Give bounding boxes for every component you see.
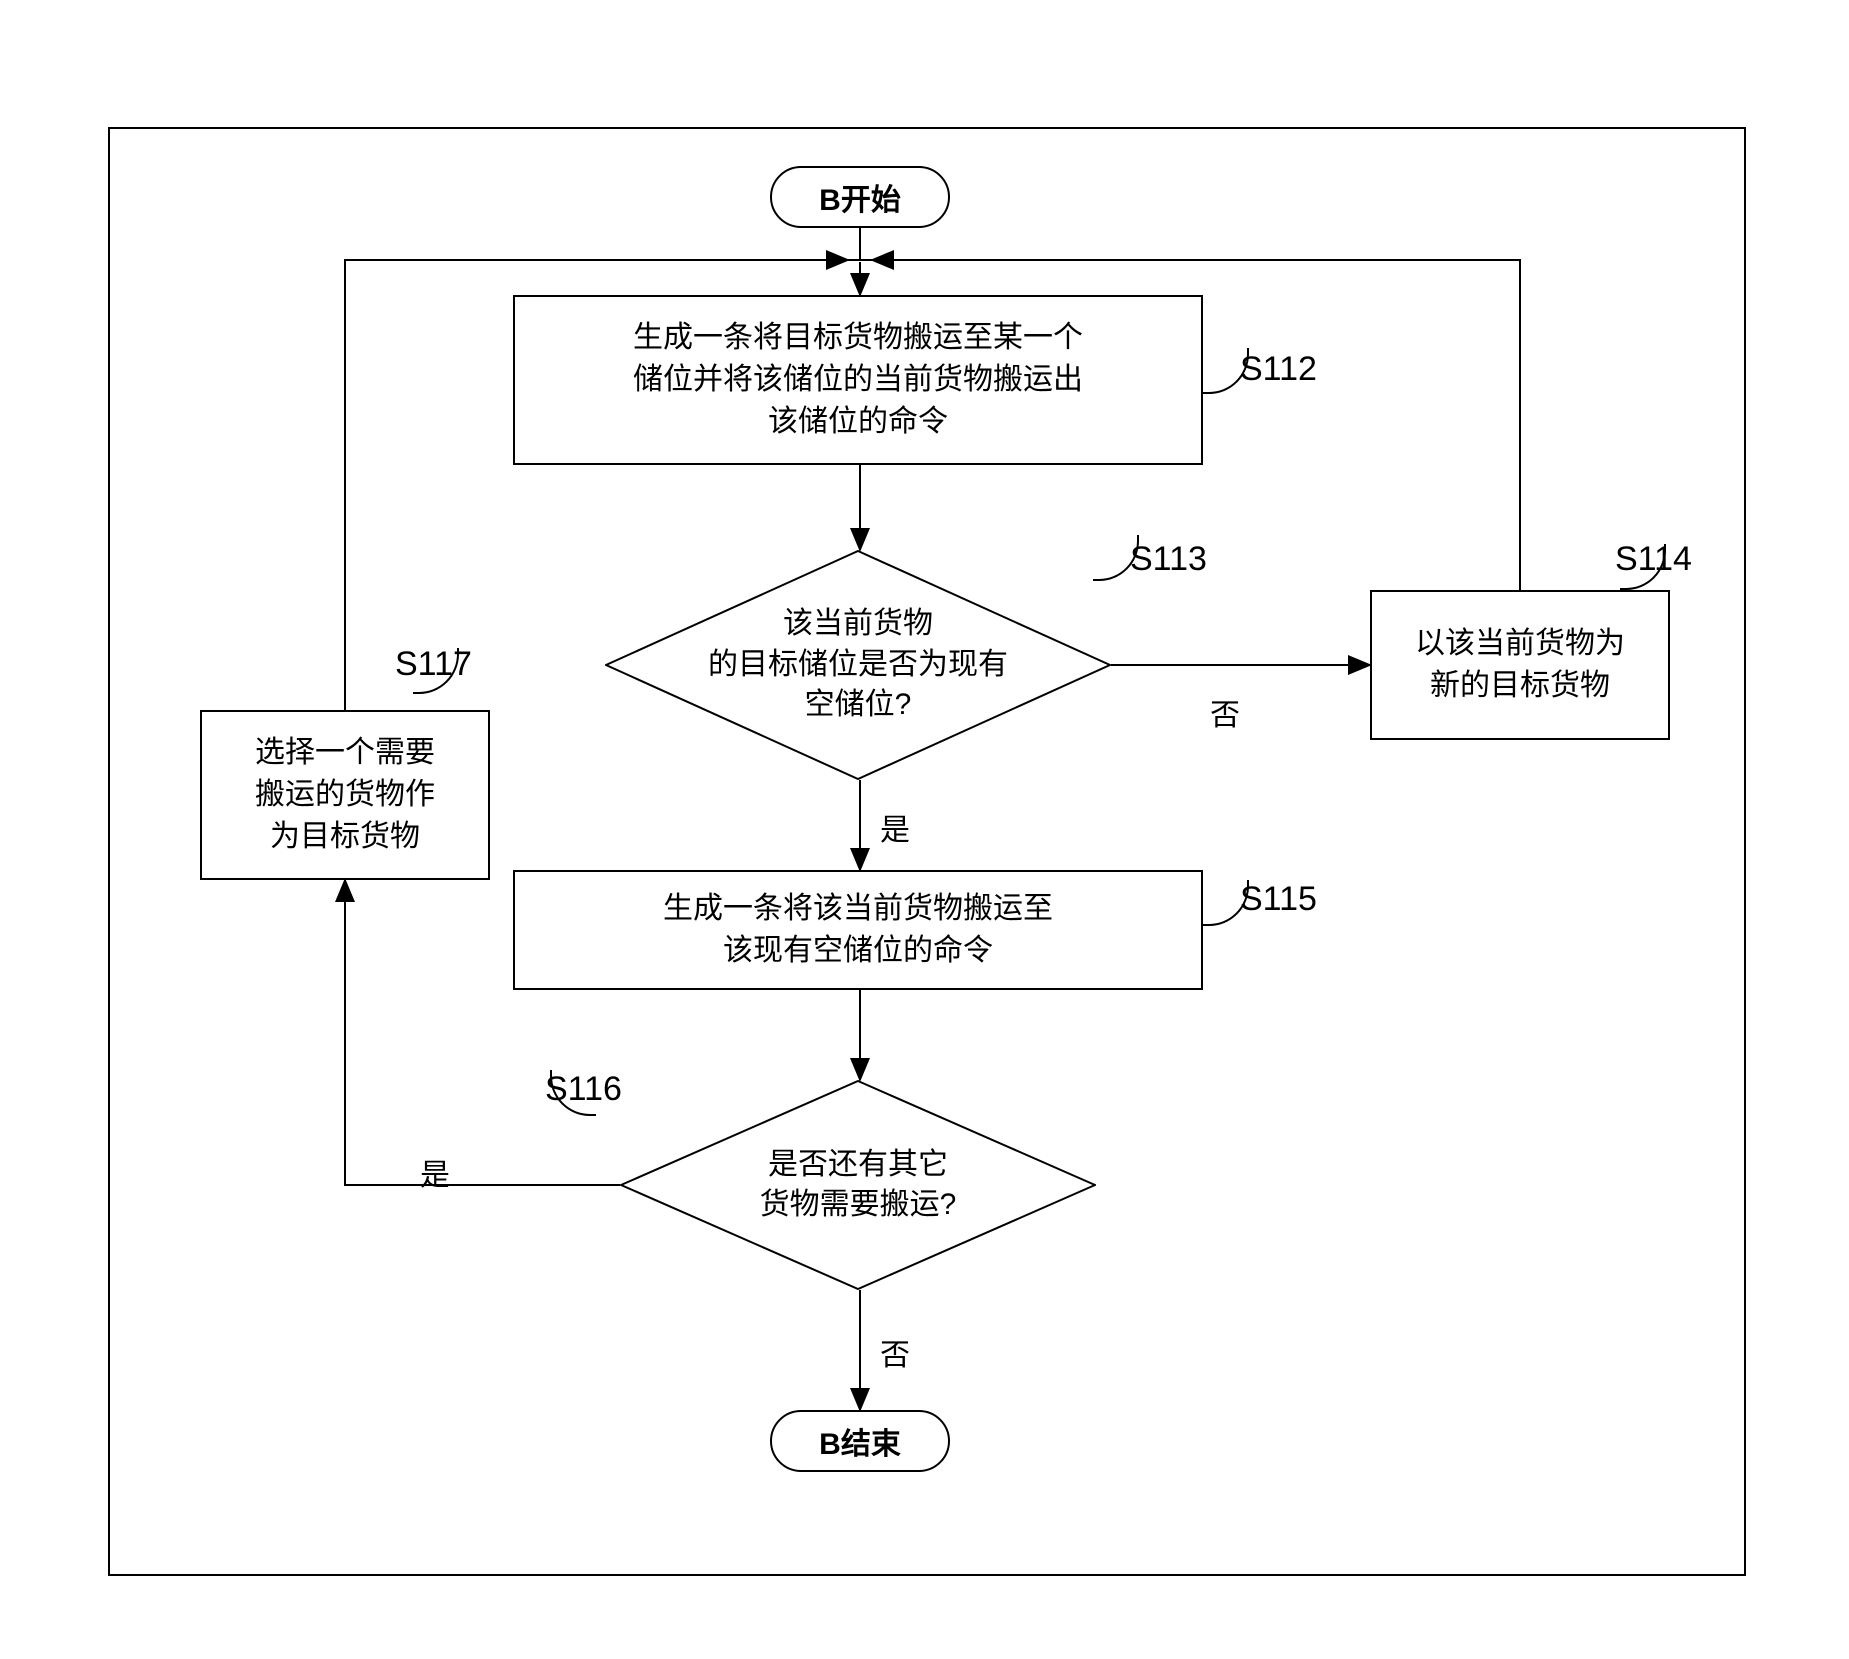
node-s117-label: 选择一个需要 搬运的货物作 为目标货物 bbox=[255, 732, 435, 858]
step-label-s116: S116 bbox=[545, 1070, 622, 1109]
node-start-label: B开始 bbox=[819, 175, 901, 219]
step-label-s114: S114 bbox=[1615, 540, 1692, 579]
node-s113: 该当前货物 的目标储位是否为现有 空储位? bbox=[605, 550, 1111, 780]
node-s112-label: 生成一条将目标货物搬运至某一个 储位并将该储位的当前货物搬运出 该储位的命令 bbox=[633, 317, 1083, 443]
edge-label-no: 否 bbox=[880, 1330, 910, 1374]
step-label-s112: S112 bbox=[1240, 350, 1317, 389]
node-s116: 是否还有其它 货物需要搬运? bbox=[620, 1080, 1096, 1290]
step-label-s117: S117 bbox=[395, 645, 472, 684]
node-end: B结束 bbox=[770, 1410, 950, 1472]
step-label-s113: S113 bbox=[1130, 540, 1207, 579]
edge-label-yes: 是 bbox=[420, 1150, 450, 1194]
step-label-s115: S115 bbox=[1240, 880, 1317, 919]
node-s113-label: 该当前货物 的目标储位是否为现有 空储位? bbox=[708, 604, 1008, 726]
node-s114: 以该当前货物为 新的目标货物 bbox=[1370, 590, 1670, 740]
node-s114-label: 以该当前货物为 新的目标货物 bbox=[1415, 623, 1625, 707]
node-s115-label: 生成一条将该当前货物搬运至 该现有空储位的命令 bbox=[663, 888, 1053, 972]
node-s116-label: 是否还有其它 货物需要搬运? bbox=[760, 1145, 957, 1226]
node-s117: 选择一个需要 搬运的货物作 为目标货物 bbox=[200, 710, 490, 880]
edge-label-yes: 是 bbox=[880, 805, 910, 849]
node-s115: 生成一条将该当前货物搬运至 该现有空储位的命令 bbox=[513, 870, 1203, 990]
flowchart-canvas: B开始 B结束 生成一条将目标货物搬运至某一个 储位并将该储位的当前货物搬运出 … bbox=[0, 0, 1849, 1659]
edge-label-no: 否 bbox=[1210, 690, 1240, 734]
node-start: B开始 bbox=[770, 166, 950, 228]
node-end-label: B结束 bbox=[819, 1419, 901, 1463]
node-s112: 生成一条将目标货物搬运至某一个 储位并将该储位的当前货物搬运出 该储位的命令 bbox=[513, 295, 1203, 465]
